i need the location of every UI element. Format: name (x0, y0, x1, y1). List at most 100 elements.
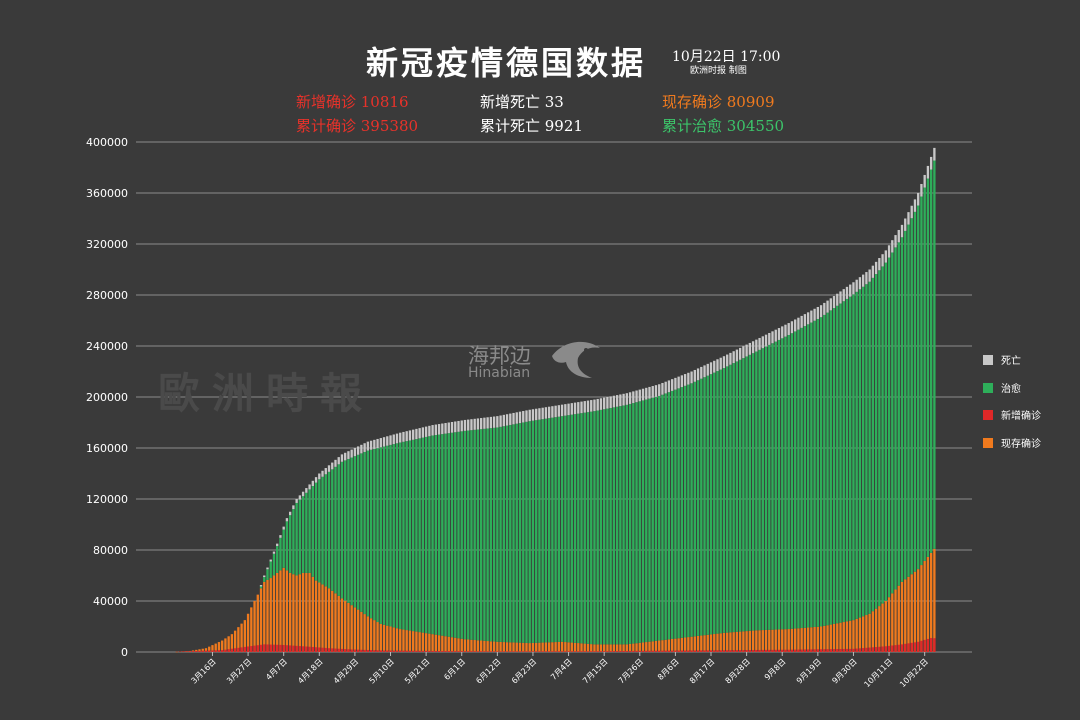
bar-deaths (852, 282, 855, 295)
bar-new-cases (188, 651, 191, 652)
bar-new-cases (929, 637, 933, 652)
bar-deaths (570, 403, 573, 415)
bar-deaths (560, 404, 564, 417)
bar-recovered (855, 291, 858, 619)
bar-new-cases (276, 644, 279, 652)
date-time: 10月22日 17:00 (672, 49, 781, 65)
bar-active (800, 628, 803, 652)
bar-recovered (444, 433, 447, 637)
bar-active (874, 608, 878, 652)
bar-new-cases (784, 649, 787, 652)
bar-recovered (473, 429, 476, 641)
bar-active (204, 648, 208, 652)
bar-recovered (285, 521, 289, 571)
bar-deaths (784, 324, 787, 337)
bar-new-cases (421, 650, 425, 652)
bar-new-cases (444, 651, 447, 652)
bar-new-cases (392, 650, 395, 652)
bar-new-cases (680, 650, 684, 652)
bar-deaths (819, 305, 823, 318)
bar-recovered (645, 399, 648, 643)
bar-new-cases (865, 647, 868, 652)
bar-recovered (573, 414, 577, 643)
bar-new-cases (913, 642, 917, 652)
bar-recovered (535, 420, 538, 643)
bar-new-cases (764, 649, 768, 652)
bar-active (816, 626, 820, 652)
bar-recovered (567, 415, 570, 643)
bar-new-cases (531, 651, 535, 652)
bar-active (434, 634, 438, 652)
bar-new-cases (428, 650, 431, 652)
bar-active (551, 642, 554, 652)
bar-deaths (849, 284, 852, 297)
stat-new-deaths: 新增死亡 33 (480, 93, 564, 111)
bar-deaths (619, 394, 622, 407)
bar-active (308, 572, 311, 652)
bar-active (926, 556, 930, 652)
y-tick-label: 320000 (86, 238, 128, 251)
bar-new-cases (198, 650, 201, 652)
bar-new-cases (641, 650, 645, 652)
bar-new-cases (344, 649, 347, 652)
bar-new-cases (492, 651, 496, 652)
bar-new-cases (881, 646, 884, 652)
bar-deaths (473, 418, 476, 430)
bar-new-cases (554, 651, 557, 652)
bar-deaths (687, 372, 690, 385)
bar-deaths (641, 388, 645, 401)
bar-active (603, 644, 606, 652)
bar-deaths (502, 414, 505, 427)
bar-recovered (887, 257, 891, 598)
bar-deaths (628, 392, 632, 404)
bar-recovered (531, 420, 535, 643)
bar-recovered (279, 537, 282, 571)
bar-deaths (680, 375, 684, 388)
bar-active (726, 632, 729, 652)
bar-active (849, 620, 852, 652)
bar-deaths (360, 444, 363, 454)
bar-active (871, 611, 875, 652)
bar-new-cases (191, 651, 195, 652)
bar-active (819, 626, 823, 652)
bar-recovered (373, 448, 376, 621)
bar-new-cases (648, 650, 651, 652)
bar-new-cases (185, 651, 188, 652)
bar-recovered (917, 205, 920, 570)
bar-recovered (861, 286, 865, 617)
bar-deaths (826, 300, 829, 313)
bar-recovered (541, 419, 544, 643)
bar-deaths (836, 293, 839, 306)
bar-deaths (301, 491, 305, 497)
bar-deaths (279, 535, 282, 538)
bar-new-cases (288, 645, 292, 652)
bar-deaths (567, 403, 570, 416)
bar-deaths (897, 229, 900, 243)
bar-deaths (810, 310, 813, 323)
bar-new-cases (586, 651, 590, 652)
bar-new-cases (214, 650, 217, 652)
bar-recovered (900, 237, 904, 582)
bar-deaths (732, 351, 735, 364)
bar-active (531, 642, 535, 652)
bar-new-cases (628, 650, 632, 652)
bar-new-cases (386, 650, 389, 652)
bar-active (868, 613, 871, 652)
bar-recovered (713, 372, 716, 635)
bar-new-cases (658, 650, 661, 652)
bar-new-cases (363, 649, 366, 652)
bar-new-cases (861, 648, 865, 652)
bar-active (761, 630, 764, 652)
bar-active (787, 629, 790, 652)
bar-recovered (894, 247, 897, 590)
bar-deaths (881, 254, 884, 267)
bar-new-cases (560, 651, 564, 652)
bar-active (920, 565, 923, 652)
bar-active (735, 631, 739, 652)
bar-recovered (515, 423, 518, 643)
bar-active (269, 578, 272, 652)
bar-active (764, 629, 768, 652)
bar-deaths (431, 425, 434, 436)
bar-deaths (874, 261, 878, 275)
y-tick-label: 160000 (86, 442, 128, 455)
